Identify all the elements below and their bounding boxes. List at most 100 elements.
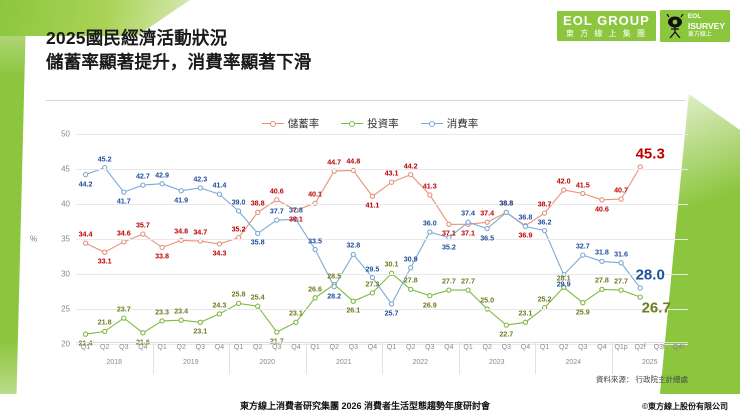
- data-point-investment-10[interactable]: [274, 329, 280, 335]
- data-point-consumption-0[interactable]: [82, 171, 89, 178]
- data-point-investment-12[interactable]: [312, 295, 318, 301]
- line-consumption: [85, 166, 641, 306]
- data-point-savings-1[interactable]: [102, 249, 108, 255]
- data-point-investment-8[interactable]: [235, 300, 242, 307]
- data-label-savings-24: 38.7: [537, 199, 552, 209]
- data-point-consumption-2[interactable]: [121, 189, 127, 195]
- data-point-savings-4[interactable]: [159, 244, 165, 251]
- data-point-consumption-7[interactable]: [216, 191, 223, 197]
- legend-item-consumption[interactable]: 消費率: [420, 116, 478, 131]
- data-point-investment-23[interactable]: [522, 319, 529, 325]
- data-point-savings-11[interactable]: [293, 207, 299, 213]
- data-point-consumption-6[interactable]: [197, 185, 203, 191]
- data-point-investment-19[interactable]: [446, 287, 452, 293]
- data-point-consumption-12[interactable]: [312, 246, 318, 253]
- data-point-consumption-15[interactable]: [369, 274, 376, 281]
- y-axis-tick-20: 20: [61, 339, 70, 349]
- data-point-investment-21[interactable]: [484, 306, 490, 312]
- data-point-savings-17[interactable]: [408, 171, 414, 178]
- data-point-savings-0[interactable]: [82, 240, 89, 246]
- line-savings: [85, 166, 641, 253]
- data-point-savings-21[interactable]: [484, 219, 490, 225]
- data-point-investment-17[interactable]: [408, 286, 414, 293]
- chart-x-axis: Q1 Q2 Q3 Q4 2018 Q1 Q2 Q3 Q4 2019 Q1 Q2 Q3 Q4 2020 Q1 Q2…: [76, 342, 688, 378]
- data-point-consumption-18[interactable]: [427, 229, 433, 235]
- data-point-investment-3[interactable]: [140, 330, 146, 336]
- data-point-consumption-24[interactable]: [541, 227, 548, 234]
- data-point-savings-26[interactable]: [580, 190, 586, 197]
- data-point-investment-0[interactable]: [82, 331, 89, 337]
- data-point-consumption-9[interactable]: [255, 230, 261, 237]
- legend-item-savings[interactable]: 儲蓄率: [261, 116, 320, 131]
- data-point-savings-28[interactable]: [618, 196, 624, 202]
- data-point-investment-6[interactable]: [197, 319, 203, 325]
- data-point-consumption-23[interactable]: [522, 223, 529, 230]
- data-point-consumption-5[interactable]: [178, 188, 184, 194]
- title-line-2: 儲蓄率顯著提升，消費率顯著下滑: [46, 52, 312, 72]
- data-label-investment-20: 27.7: [461, 276, 476, 286]
- data-point-savings-9[interactable]: [255, 209, 261, 216]
- data-point-consumption-28[interactable]: [618, 260, 624, 266]
- data-point-investment-15[interactable]: [369, 290, 376, 296]
- data-point-investment-1[interactable]: [102, 328, 108, 335]
- data-point-savings-16[interactable]: [388, 179, 395, 185]
- data-point-investment-29[interactable]: [637, 294, 643, 300]
- data-label-investment-9: 25.4: [250, 292, 265, 302]
- data-point-investment-14[interactable]: [350, 298, 356, 304]
- data-point-consumption-8[interactable]: [235, 208, 242, 214]
- data-point-investment-22[interactable]: [503, 322, 509, 328]
- data-point-savings-2[interactable]: [121, 239, 127, 245]
- data-point-investment-5[interactable]: [178, 317, 184, 323]
- data-point-consumption-22[interactable]: [503, 209, 509, 216]
- data-point-savings-27[interactable]: [599, 197, 605, 203]
- data-label-consumption-6: 42.3: [193, 174, 208, 184]
- data-point-savings-25[interactable]: [561, 187, 567, 193]
- data-label-investment-22: 22.7: [499, 329, 514, 339]
- legend-label-savings: 儲蓄率: [287, 118, 320, 130]
- data-point-consumption-10[interactable]: [274, 217, 280, 223]
- data-point-investment-7[interactable]: [216, 311, 223, 317]
- data-point-investment-4[interactable]: [159, 318, 165, 324]
- data-point-savings-10[interactable]: [274, 197, 280, 203]
- data-point-investment-11[interactable]: [293, 319, 299, 325]
- data-label-consumption-20: 37.4: [461, 208, 476, 218]
- data-point-consumption-3[interactable]: [140, 182, 146, 188]
- data-label-consumption-19: 35.2: [441, 242, 456, 252]
- y-axis-tick-40: 40: [61, 199, 70, 209]
- data-point-consumption-26[interactable]: [580, 252, 586, 258]
- data-point-consumption-21[interactable]: [484, 225, 490, 232]
- data-label-consumption-18: 36.0: [422, 218, 437, 228]
- data-point-investment-2[interactable]: [121, 315, 127, 321]
- data-point-consumption-27[interactable]: [599, 258, 605, 265]
- data-point-investment-28[interactable]: [618, 287, 624, 293]
- x-axis-quarter-2021-Q1: Q1: [310, 344, 320, 351]
- data-point-consumption-17[interactable]: [408, 265, 414, 271]
- data-label-investment-5: 23.4: [174, 306, 189, 316]
- data-point-consumption-16[interactable]: [388, 301, 395, 307]
- y-axis-unit-label: %: [30, 234, 38, 244]
- data-point-consumption-20[interactable]: [465, 219, 471, 225]
- data-point-investment-18[interactable]: [427, 293, 433, 299]
- data-label-savings-13: 44.7: [327, 157, 342, 167]
- data-point-consumption-29[interactable]: [637, 285, 643, 291]
- data-label-savings-23: 36.9: [518, 230, 533, 240]
- data-point-savings-3[interactable]: [140, 231, 146, 237]
- data-point-consumption-14[interactable]: [350, 251, 356, 258]
- legend-item-investment[interactable]: 投資率: [341, 116, 399, 131]
- data-point-savings-7[interactable]: [216, 241, 223, 247]
- data-point-savings-18[interactable]: [427, 192, 433, 198]
- data-point-investment-25[interactable]: [561, 284, 567, 290]
- data-point-investment-9[interactable]: [255, 303, 261, 309]
- x-axis-quarter-2021-Q3: Q3: [348, 344, 358, 351]
- data-point-savings-24[interactable]: [541, 210, 548, 216]
- data-point-savings-19[interactable]: [446, 221, 452, 227]
- data-point-investment-27[interactable]: [599, 286, 605, 293]
- data-point-investment-26[interactable]: [580, 300, 586, 306]
- data-point-savings-15[interactable]: [369, 193, 376, 199]
- chart-plot: 20 25 30 35 40 45 50% 34.4 33.1 34.6 35.7 33.8 34.8 3…: [30, 130, 688, 349]
- data-point-investment-20[interactable]: [465, 287, 471, 293]
- data-label-consumption-11: 37.8: [288, 205, 303, 215]
- data-point-consumption-11[interactable]: [293, 216, 299, 223]
- data-point-consumption-13[interactable]: [331, 283, 337, 290]
- data-point-consumption-4[interactable]: [159, 181, 165, 187]
